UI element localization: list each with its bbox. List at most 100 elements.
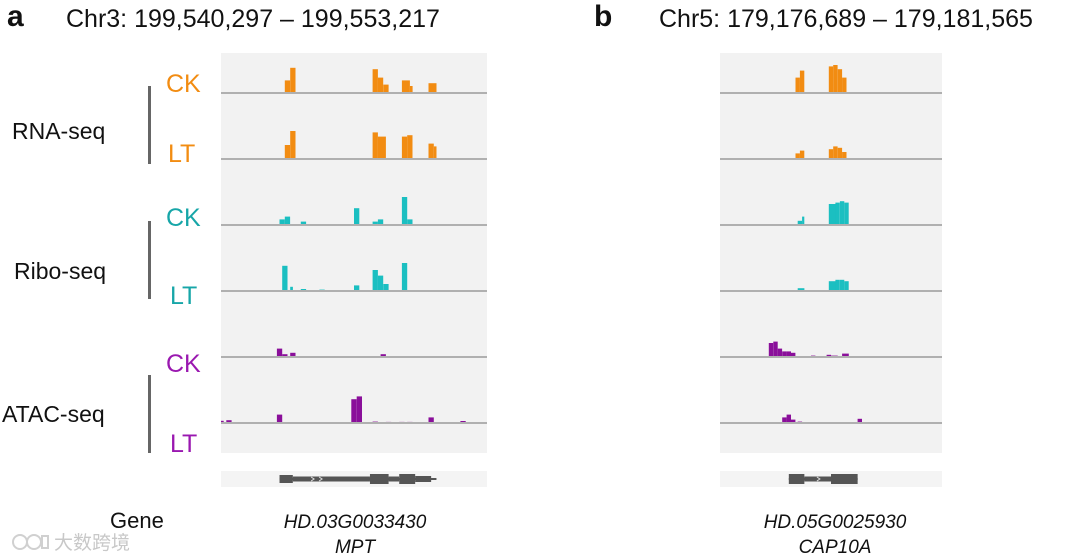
coverage-bin [842,152,847,159]
coverage-bin [839,201,845,225]
coverage-bin [828,204,836,225]
coverage-bin [284,80,291,93]
coverage-bin [221,420,224,423]
strand-arrow [816,476,821,482]
coverage-bin [407,135,413,159]
coverage-track-ribo-seq-ck [221,197,487,226]
coverage-track-atac-seq-lt [720,414,942,424]
gene-exon [831,474,858,484]
coverage-bin [226,420,232,423]
rna-group-bar [148,86,151,164]
coverage-bin [433,146,437,159]
coverage-bin [857,418,862,423]
panel-b-tracks [720,53,942,487]
cond-rna-lt: LT [168,140,196,168]
coverage-bin [428,417,434,423]
coverage-bin [372,132,378,159]
track-background [221,53,487,453]
coverage-bin [407,219,413,225]
coverage-bin [428,143,434,159]
coverage-bin [802,216,805,225]
coverage-bin [284,145,291,159]
cond-atac-lt: LT [170,430,198,458]
coverage-bin [842,353,849,357]
coverage-track-rna-seq-ck [720,65,942,94]
coverage-track-rna-seq-ck [221,67,487,94]
coverage-bin [356,396,362,423]
coverage-bin [383,284,389,291]
coverage-bin [401,80,410,93]
coverage-bin [372,270,378,291]
coverage-bin [795,153,800,159]
coverage-bin [377,275,384,291]
coverage-bin [401,197,408,225]
coverage-bin [377,219,384,225]
panel-a-letter: a [7,0,24,33]
coverage-bin [290,67,296,93]
coverage-bin [383,84,389,93]
coverage-bin [833,146,838,159]
coverage-bin [276,348,283,357]
coverage-track-atac-seq-ck [720,341,942,358]
coverage-bin [799,150,805,159]
panel-a-tracks [221,53,487,487]
coverage-bin [290,352,296,357]
coverage-bin [276,414,283,423]
coverage-bin [377,77,384,93]
panel-b-region: Chr5: 179,176,689 – 179,181,565 [659,5,1033,33]
coverage-bin [797,288,805,291]
coverage-bin [791,419,796,423]
coverage-bin [786,351,791,357]
gene-exon [399,474,416,484]
coverage-bin [791,352,796,357]
coverage-bin [380,354,386,357]
coverage-bin [835,279,840,291]
cond-ribo-lt: LT [170,282,198,310]
gene-b-name: CAP10A [798,537,872,558]
assay-label-ribo: Ribo-seq [14,258,107,284]
track-background [720,53,942,453]
coverage-bin [409,86,413,93]
gene-exon [415,476,432,482]
coverage-bin [290,131,296,159]
coverage-bin [377,136,386,159]
gene-exon [292,476,370,482]
coverage-bin [428,83,437,93]
coverage-bin [401,136,408,159]
coverage-bin [284,216,291,225]
coverage-bin [372,221,378,225]
coverage-bin [768,343,774,357]
gene-b-id: HD.05G0025930 [763,512,907,533]
coverage-bin [782,351,787,357]
coverage-bin [842,77,847,93]
coverage-bin [799,70,805,93]
coverage-bin [777,348,783,357]
coverage-bin [797,220,803,225]
coverage-bin [835,202,840,225]
cond-rna-ck: CK [166,70,201,98]
gene-exon [788,474,805,484]
assay-label-atac: ATAC-seq [2,401,105,427]
coverage-bin [844,281,849,291]
gene-model [279,474,437,484]
watermark: 大数跨境 [10,528,130,555]
coverage-bin [786,414,791,423]
coverage-track-atac-seq-lt [221,396,487,424]
coverage-bin [282,265,288,291]
watermark-text: 大数跨境 [54,533,131,554]
coverage-bin [282,354,288,357]
coverage-bin [354,285,360,291]
strand-arrow [310,476,316,482]
coverage-track-rna-seq-lt [720,146,942,160]
watermark-logo-icon [12,533,49,550]
coverage-bin [782,417,787,423]
coverage-track-ribo-seq-lt [221,263,487,292]
coverage-bin [844,202,849,225]
coverage-track-rna-seq-lt [221,131,487,160]
coverage-bin [837,69,843,93]
ribo-group-bar [148,221,151,299]
coverage-track-ribo-seq-lt [720,279,942,292]
coverage-bin [372,69,378,93]
coverage-bin [826,354,831,357]
gene-a-id: HD.03G0033430 [283,512,427,533]
